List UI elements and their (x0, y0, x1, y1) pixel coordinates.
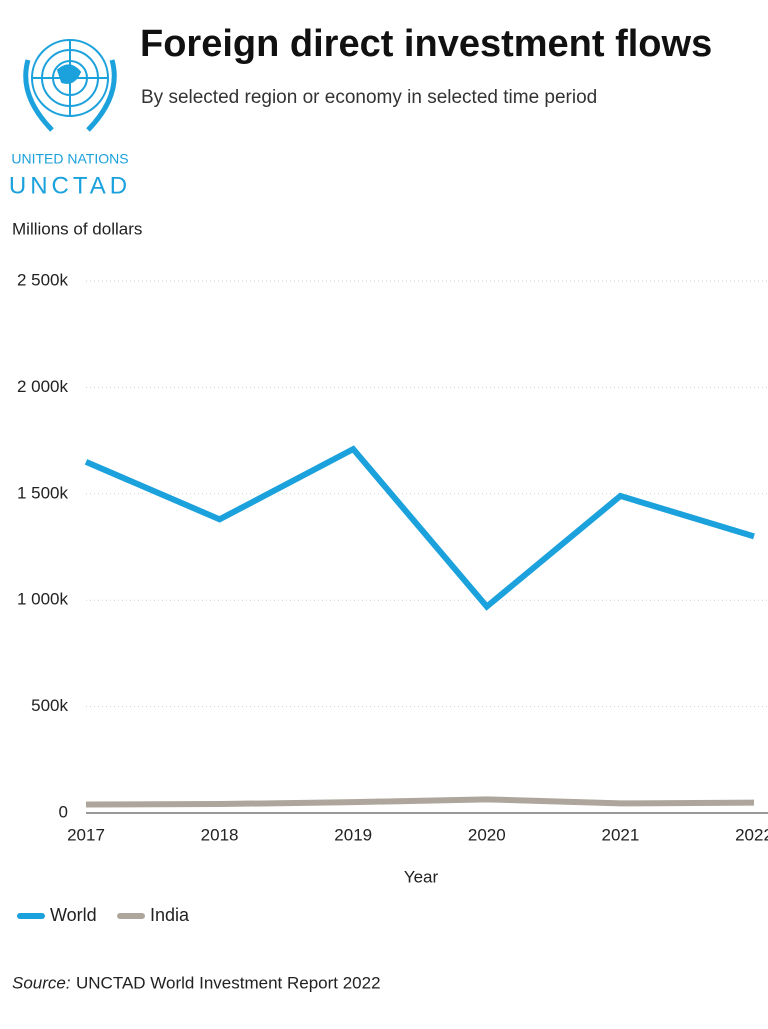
series-line (85, 796, 755, 808)
x-axis-label: Year (404, 867, 439, 886)
logo-text: UNCTAD (9, 172, 131, 199)
legend-label: World (50, 905, 97, 925)
y-axis-label: Millions of dollars (12, 219, 142, 238)
y-tick-label: 1 500k (17, 483, 69, 502)
logo-text: UNITED NATIONS (11, 151, 128, 167)
x-tick-label: 2019 (334, 825, 372, 844)
legend-label: India (150, 905, 190, 925)
y-tick-label: 500k (31, 696, 68, 715)
y-tick-label: 1 000k (17, 590, 69, 609)
x-tick-label: 2018 (201, 825, 239, 844)
un-emblem (23, 39, 117, 132)
y-tick-label: 2 500k (17, 270, 69, 289)
chart-title: Foreign direct investment flows (140, 23, 712, 65)
y-tick-label: 0 (59, 802, 68, 821)
series-line (84, 445, 755, 611)
x-tick-label: 2022 (735, 825, 768, 844)
x-tick-label: 2021 (601, 825, 639, 844)
chart-subtitle: By selected region or economy in selecte… (141, 87, 597, 108)
source-prefix: Source: (12, 973, 71, 992)
x-tick-label: 2020 (468, 825, 506, 844)
x-tick-label: 2017 (67, 825, 105, 844)
source: UNCTAD World Investment Report 2022 (76, 973, 381, 992)
y-tick-label: 2 000k (17, 377, 69, 396)
